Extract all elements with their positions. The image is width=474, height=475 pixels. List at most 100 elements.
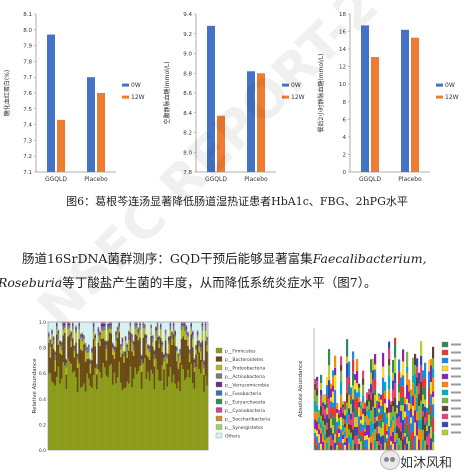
abundance-segment	[392, 360, 395, 373]
abundance-segment	[396, 418, 399, 426]
abundance-segment	[432, 377, 435, 392]
abundance-segment	[352, 372, 355, 386]
bar-ggqld-12w	[57, 119, 65, 172]
abundance-segment	[328, 380, 331, 399]
abundance-segment	[91, 360, 93, 389]
abundance-segment	[129, 366, 132, 450]
abundance-segment	[185, 326, 188, 330]
abundance-segment	[362, 424, 365, 431]
legend-label-placeholder	[451, 383, 461, 386]
abundance-segment	[134, 323, 137, 324]
abundance-segment	[390, 444, 393, 450]
legend-label-placeholder	[451, 367, 461, 370]
abundance-segment	[394, 427, 397, 434]
abundance-segment	[169, 323, 172, 326]
abundance-segment	[416, 366, 419, 378]
abundance-segment	[153, 359, 156, 367]
abundance-segment	[140, 389, 143, 450]
legend-swatch	[215, 390, 223, 396]
abundance-segment	[424, 386, 427, 400]
abundance-segment	[148, 322, 151, 345]
abundance-segment	[187, 337, 189, 346]
abundance-segment	[88, 358, 90, 379]
abundance-segment	[386, 407, 389, 414]
abundance-segment	[100, 323, 103, 324]
abundance-segment	[394, 357, 397, 373]
abundance-segment	[126, 344, 129, 346]
abundance-segment	[206, 339, 209, 346]
legend-swatch	[215, 432, 223, 439]
abundance-segment	[378, 408, 381, 413]
abundance-segment	[350, 432, 353, 438]
abundance-segment	[168, 337, 170, 339]
abundance-segment	[120, 322, 122, 344]
abundance-segment	[65, 367, 68, 375]
abundance-segment	[342, 418, 345, 425]
abundance-segment	[326, 407, 329, 415]
abundance-segment	[426, 430, 429, 437]
abundance-segment	[123, 388, 125, 450]
abundance-segment	[410, 440, 413, 450]
abundance-segment	[203, 362, 205, 365]
abundance-segment	[334, 367, 337, 376]
abundance-segment	[428, 387, 431, 404]
abundance-segment	[388, 389, 391, 400]
abundance-segment	[203, 360, 205, 362]
abundance-segment	[200, 343, 202, 345]
legend-label: p__Actinobacteria	[225, 374, 265, 380]
abundance-segment	[338, 433, 341, 437]
abundance-segment	[89, 386, 92, 450]
abundance-segment	[324, 439, 327, 450]
abundance-segment	[158, 336, 161, 337]
abundance-segment	[412, 375, 415, 383]
abundance-segment	[54, 385, 57, 450]
abundance-segment	[344, 436, 347, 443]
x-tick-label: Placebo	[398, 176, 422, 183]
abundance-segment	[184, 339, 186, 381]
abundance-segment	[107, 324, 109, 326]
abundance-segment	[168, 322, 170, 337]
abundance-segment	[410, 404, 413, 409]
abundance-segment	[94, 334, 97, 336]
abundance-segment	[398, 444, 401, 450]
abundance-segment	[320, 374, 323, 384]
abundance-segment	[362, 384, 365, 397]
abundance-segment	[195, 350, 197, 355]
y-tick-label: 0.6	[39, 371, 46, 377]
abundance-segment	[394, 441, 397, 450]
abundance-segment	[86, 352, 89, 359]
abundance-segment	[344, 423, 347, 428]
legend-swatch	[441, 365, 449, 372]
abundance-segment	[195, 345, 197, 347]
abundance-segment	[126, 381, 129, 450]
abundance-segment	[188, 354, 191, 363]
abundance-segment	[386, 413, 389, 418]
abundance-segment	[126, 347, 129, 353]
abundance-segment	[148, 346, 151, 348]
abundance-segment	[314, 444, 317, 450]
abundance-segment	[86, 358, 89, 374]
2hpg-bar-chart: 餐后2小时静脉血糖(mmol/L) 0 2 4 6 8 10 12 14 16 18 GGQLD Pla…	[317, 12, 459, 183]
bar-placebo-0w	[247, 71, 255, 172]
abundance-segment	[354, 389, 357, 399]
abundance-segment	[328, 398, 331, 419]
abundance-segment	[187, 369, 189, 450]
abundance-segment	[88, 378, 90, 450]
abundance-segment	[160, 324, 162, 325]
bar-ggqld-12w	[217, 115, 225, 172]
abundance-segment	[166, 354, 169, 355]
abundance-segment	[412, 415, 415, 432]
abundance-segment	[203, 374, 205, 392]
abundance-segment	[368, 394, 371, 402]
abundance-segment	[115, 383, 117, 450]
abundance-segment	[59, 342, 61, 345]
abundance-segment	[121, 322, 124, 338]
abundance-segment	[118, 323, 121, 326]
abundance-segment	[121, 346, 124, 354]
abundance-segment	[402, 439, 405, 450]
bar-placebo-12w	[257, 73, 265, 172]
abundance-segment	[76, 359, 79, 368]
abundance-segment	[344, 419, 347, 424]
abundance-segment	[364, 447, 367, 450]
abundance-segment	[116, 337, 119, 378]
